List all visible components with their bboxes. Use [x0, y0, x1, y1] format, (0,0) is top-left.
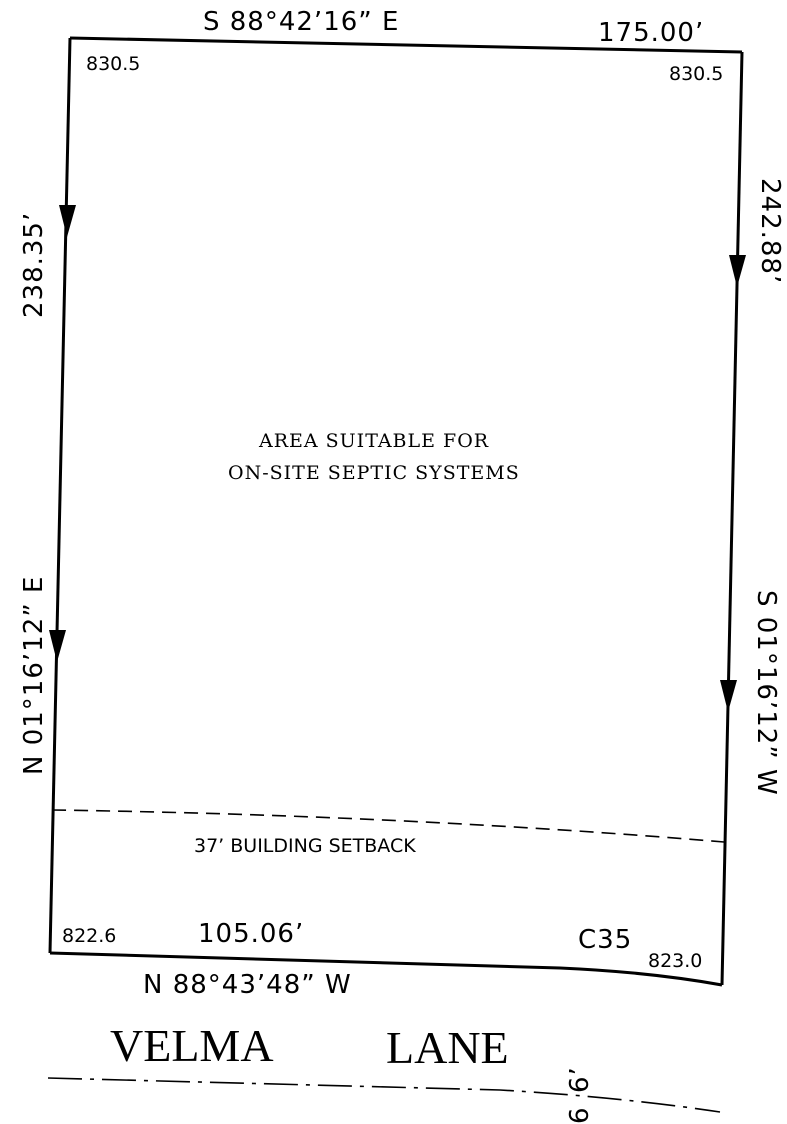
setback-label: 37’ BUILDING SETBACK	[194, 835, 416, 857]
south-boundary-line	[49, 951, 723, 987]
north-bearing-label: S 88°42’16” E	[203, 7, 399, 37]
street-centerline	[47, 1077, 721, 1113]
street-dimension-b: 6	[565, 1106, 595, 1124]
west-bearing-label: N 01°16’12” E	[19, 576, 49, 775]
street-dimension-a: 6’	[565, 1066, 595, 1093]
elevation-sw: 822.6	[62, 925, 116, 947]
east-distance-label: 242.88’	[755, 178, 785, 284]
curve-label: C35	[578, 925, 632, 955]
elevation-nw: 830.5	[86, 53, 140, 75]
street-name-word2: LANE	[386, 1022, 509, 1073]
east-bearing-label: S 01°16’12” W	[751, 590, 781, 796]
south-bearing-label: N 88°43’48” W	[143, 970, 352, 1000]
north-distance-label: 175.00’	[598, 18, 704, 48]
west-boundary-line	[48, 37, 72, 954]
east-arrow-upper	[729, 255, 746, 287]
building-setback-line	[51, 809, 725, 843]
septic-note-line2: ON-SITE SEPTIC SYSTEMS	[228, 462, 520, 484]
septic-note-line1: AREA SUITABLE FOR	[258, 430, 489, 452]
west-arrow-lower	[49, 630, 66, 662]
east-arrow-lower	[720, 680, 737, 712]
street-name-word1: VELMA	[110, 1020, 274, 1071]
elevation-se: 823.0	[648, 950, 702, 972]
elevation-ne: 830.5	[669, 63, 723, 85]
east-boundary-line	[720, 51, 744, 986]
west-arrow-upper	[59, 205, 76, 237]
west-distance-label: 238.35’	[19, 212, 49, 318]
south-distance-label: 105.06’	[198, 919, 304, 949]
north-boundary-line	[69, 36, 743, 54]
